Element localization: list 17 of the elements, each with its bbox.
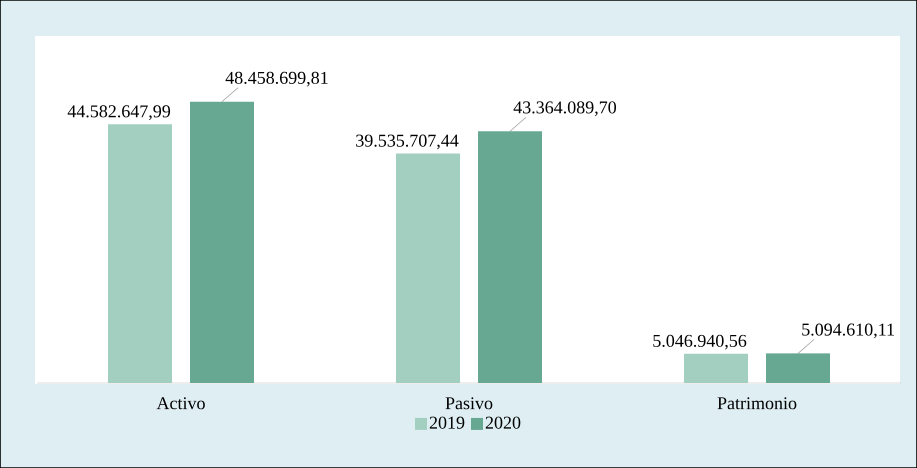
legend-label: 2019 <box>430 416 464 429</box>
x-tick-label: Patrimonio <box>718 397 796 410</box>
data-label: 48.458.699,81 <box>226 72 328 86</box>
x-tick-label: Activo <box>156 397 205 410</box>
bar <box>190 102 254 383</box>
legend-label: 2020 <box>486 416 520 429</box>
data-label: 43.364.089,70 <box>514 101 616 116</box>
data-label: 5.094.610,11 <box>802 323 894 338</box>
x-tick-label: Pasivo <box>446 397 492 410</box>
bar <box>684 354 748 383</box>
bar <box>396 153 460 383</box>
bar <box>108 124 172 383</box>
data-label: 39.535.707,44 <box>356 134 459 150</box>
data-label: 44.582.647,99 <box>68 105 170 120</box>
bar <box>478 131 542 383</box>
bar <box>766 353 830 383</box>
data-label: 5.046.940,56 <box>653 334 746 350</box>
